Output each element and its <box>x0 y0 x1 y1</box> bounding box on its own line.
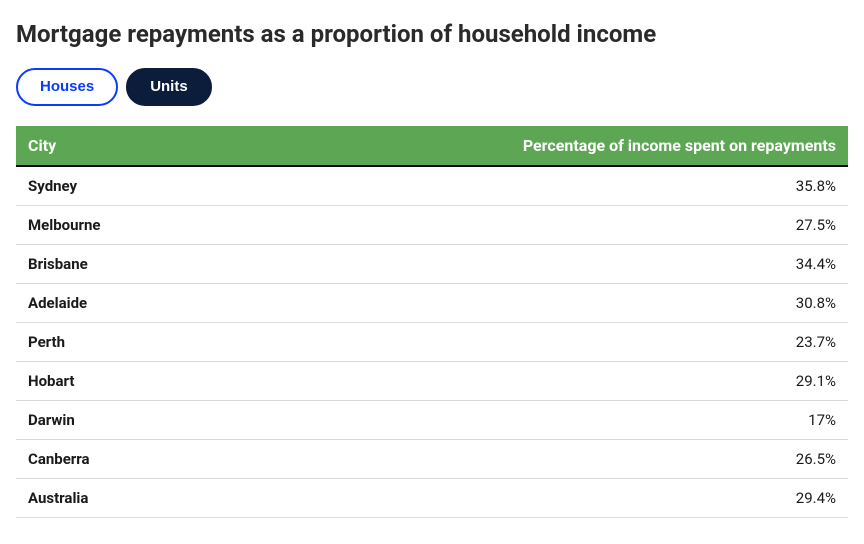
cell-city: Brisbane <box>16 245 201 284</box>
cell-value: 29.4% <box>201 479 848 518</box>
table-row: Adelaide 30.8% <box>16 284 848 323</box>
tab-houses[interactable]: Houses <box>16 68 118 106</box>
cell-value: 30.8% <box>201 284 848 323</box>
cell-city: Canberra <box>16 440 201 479</box>
col-header-percentage: Percentage of income spent on repayments <box>201 126 848 166</box>
table-row: Perth 23.7% <box>16 323 848 362</box>
table-row: Hobart 29.1% <box>16 362 848 401</box>
cell-city: Sydney <box>16 166 201 206</box>
cell-value: 35.8% <box>201 166 848 206</box>
cell-value: 29.1% <box>201 362 848 401</box>
tab-units[interactable]: Units <box>126 68 212 106</box>
table-row: Australia 29.4% <box>16 479 848 518</box>
tab-group: Houses Units <box>16 68 848 106</box>
col-header-city: City <box>16 126 201 166</box>
table-row: Melbourne 27.5% <box>16 206 848 245</box>
page-title: Mortgage repayments as a proportion of h… <box>16 20 848 48</box>
table-row: Canberra 26.5% <box>16 440 848 479</box>
cell-value: 27.5% <box>201 206 848 245</box>
cell-value: 26.5% <box>201 440 848 479</box>
table-row: Darwin 17% <box>16 401 848 440</box>
cell-city: Melbourne <box>16 206 201 245</box>
table-header-row: City Percentage of income spent on repay… <box>16 126 848 166</box>
repayments-table: City Percentage of income spent on repay… <box>16 126 848 518</box>
cell-city: Perth <box>16 323 201 362</box>
table-row: Sydney 35.8% <box>16 166 848 206</box>
cell-value: 17% <box>201 401 848 440</box>
cell-value: 34.4% <box>201 245 848 284</box>
cell-value: 23.7% <box>201 323 848 362</box>
cell-city: Australia <box>16 479 201 518</box>
cell-city: Darwin <box>16 401 201 440</box>
cell-city: Hobart <box>16 362 201 401</box>
cell-city: Adelaide <box>16 284 201 323</box>
table-row: Brisbane 34.4% <box>16 245 848 284</box>
